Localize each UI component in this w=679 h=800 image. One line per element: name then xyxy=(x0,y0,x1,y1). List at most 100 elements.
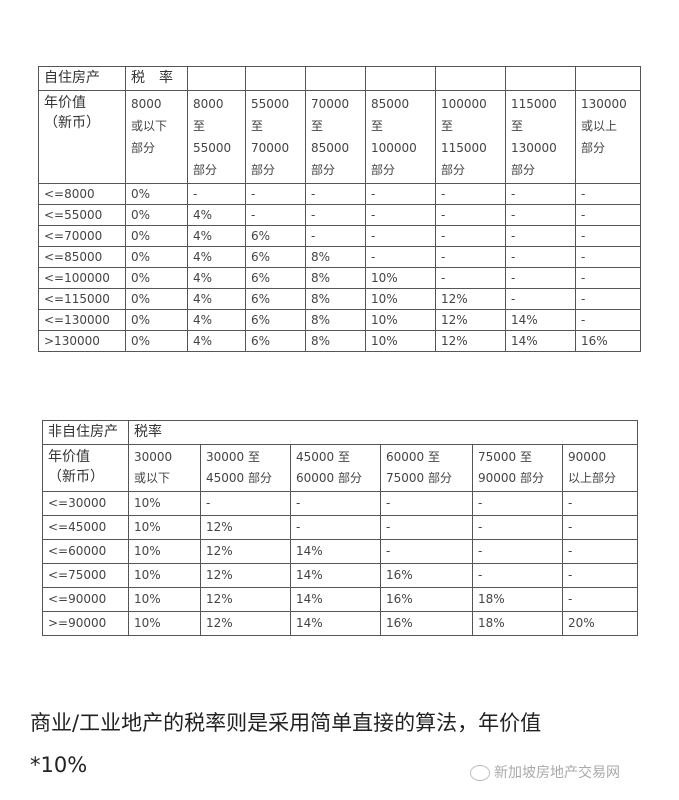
rate-cell: - xyxy=(505,267,576,289)
annual-value-cell: <=75000 xyxy=(42,563,129,588)
header-cell xyxy=(305,66,366,91)
rate-cell: 0% xyxy=(125,204,188,226)
table-row: <=45000 10% 12% - - - - xyxy=(42,515,638,540)
header-row: 非自住房产 税率 xyxy=(42,420,638,445)
rate-cell: 0% xyxy=(125,225,188,247)
rate-cell: - xyxy=(575,204,641,226)
rate-cell: - xyxy=(435,183,506,205)
rate-cell: - xyxy=(575,183,641,205)
rate-cell: - xyxy=(380,515,473,540)
table-row: <=30000 10% - - - - - xyxy=(42,491,638,516)
rate-cell: - xyxy=(365,183,436,205)
rate-cell: - xyxy=(575,246,641,268)
rate-cell: 6% xyxy=(245,330,306,352)
rate-cell: 6% xyxy=(245,267,306,289)
rate-cell: - xyxy=(435,246,506,268)
bracket-cell: 30000 或以下 xyxy=(128,444,201,492)
rate-cell: - xyxy=(472,563,563,588)
owner-occupied-tax-table: 自住房产税 率年价值 （新币） 8000 或以下 部分 8000 至 55000 部… xyxy=(38,66,641,352)
rate-cell: - xyxy=(435,225,506,247)
table-row: <=130000 0% 4% 6% 8% 10% 12% 14% - xyxy=(38,309,641,331)
header-cell xyxy=(435,66,506,91)
rate-cell: - xyxy=(365,225,436,247)
rate-cell: - xyxy=(472,491,563,516)
rate-cell: - xyxy=(505,204,576,226)
rate-cell: 12% xyxy=(200,611,291,636)
rate-cell: - xyxy=(365,204,436,226)
annual-value-cell: >=90000 xyxy=(42,611,129,636)
rate-cell: 8% xyxy=(305,267,366,289)
rate-cell: 14% xyxy=(505,309,576,331)
rate-cell: 10% xyxy=(128,563,201,588)
rate-cell: 0% xyxy=(125,330,188,352)
table-row: <=8000 0% - - - - - - - xyxy=(38,183,641,205)
bracket-cell: 60000 至 75000 部分 xyxy=(380,444,473,492)
rate-cell: - xyxy=(562,515,638,540)
rate-cell: - xyxy=(435,267,506,289)
header-cell: 税率 xyxy=(128,420,638,445)
annual-value-cell: <=115000 xyxy=(38,288,126,310)
table-row: <=70000 0% 4% 6% - - - - - xyxy=(38,225,641,247)
rate-cell: 12% xyxy=(435,330,506,352)
rate-cell: - xyxy=(200,491,291,516)
bracket-row: 年价值 （新币） 8000 或以下 部分 8000 至 55000 部分 55000 … xyxy=(38,90,641,184)
header-cell xyxy=(187,66,246,91)
rate-cell: - xyxy=(245,204,306,226)
rate-cell: - xyxy=(505,225,576,247)
rate-cell: 0% xyxy=(125,267,188,289)
rate-cell: 8% xyxy=(305,330,366,352)
rate-cell: - xyxy=(575,288,641,310)
table-row: >=90000 10% 12% 14% 16% 18% 20% xyxy=(42,611,638,636)
bracket-row: 年价值 （新币） 30000 或以下 30000 至 45000 部分 45000 至… xyxy=(42,444,638,492)
bracket-cell: 8000 至 55000 部分 xyxy=(187,90,246,184)
rate-cell: - xyxy=(305,204,366,226)
rate-cell: 6% xyxy=(245,288,306,310)
rate-cell: 10% xyxy=(365,267,436,289)
annual-value-cell: <=8000 xyxy=(38,183,126,205)
wechat-icon xyxy=(470,765,490,781)
rate-cell: 10% xyxy=(128,587,201,612)
header-cell xyxy=(575,66,641,91)
rate-cell: 6% xyxy=(245,309,306,331)
rate-cell: - xyxy=(562,587,638,612)
rate-cell: - xyxy=(305,225,366,247)
rate-cell: 4% xyxy=(187,330,246,352)
rate-cell: 14% xyxy=(290,587,381,612)
bracket-cell: 30000 至 45000 部分 xyxy=(200,444,291,492)
rate-cell: - xyxy=(575,267,641,289)
rate-cell: 14% xyxy=(290,563,381,588)
rate-cell: 4% xyxy=(187,288,246,310)
table-row: <=60000 10% 12% 14% - - - xyxy=(42,539,638,564)
bracket-cell: 70000 至 85000 部分 xyxy=(305,90,366,184)
rate-cell: 8% xyxy=(305,309,366,331)
rate-cell: - xyxy=(290,491,381,516)
annual-value-cell: <=70000 xyxy=(38,225,126,247)
rate-cell: 16% xyxy=(380,563,473,588)
rate-cell: - xyxy=(505,288,576,310)
rate-cell: 12% xyxy=(200,539,291,564)
bracket-cell: 115000 至 130000 部分 xyxy=(505,90,576,184)
rate-cell: 20% xyxy=(562,611,638,636)
bracket-cell: 55000 至 70000 部分 xyxy=(245,90,306,184)
rate-cell: - xyxy=(575,309,641,331)
rate-cell: - xyxy=(187,183,246,205)
rate-cell: 8% xyxy=(305,288,366,310)
rate-cell: 12% xyxy=(200,515,291,540)
annual-value-cell: <=90000 xyxy=(42,587,129,612)
rate-cell: 0% xyxy=(125,288,188,310)
rate-cell: - xyxy=(305,183,366,205)
rate-cell: - xyxy=(562,539,638,564)
rate-cell: 12% xyxy=(435,288,506,310)
header-cell xyxy=(245,66,306,91)
header-cell: 自住房产 xyxy=(38,66,126,91)
rate-cell: 0% xyxy=(125,309,188,331)
table-row: <=115000 0% 4% 6% 8% 10% 12% - - xyxy=(38,288,641,310)
rate-cell: - xyxy=(365,246,436,268)
bracket-cell: 85000 至 100000 部分 xyxy=(365,90,436,184)
header-cell xyxy=(505,66,576,91)
bracket-cell: 90000 以上部分 xyxy=(562,444,638,492)
bracket-cell: 130000 或以上 部分 xyxy=(575,90,641,184)
header-cell: 非自住房产 xyxy=(42,420,129,445)
rate-cell: 14% xyxy=(290,539,381,564)
bracket-cell: 45000 至 60000 部分 xyxy=(290,444,381,492)
